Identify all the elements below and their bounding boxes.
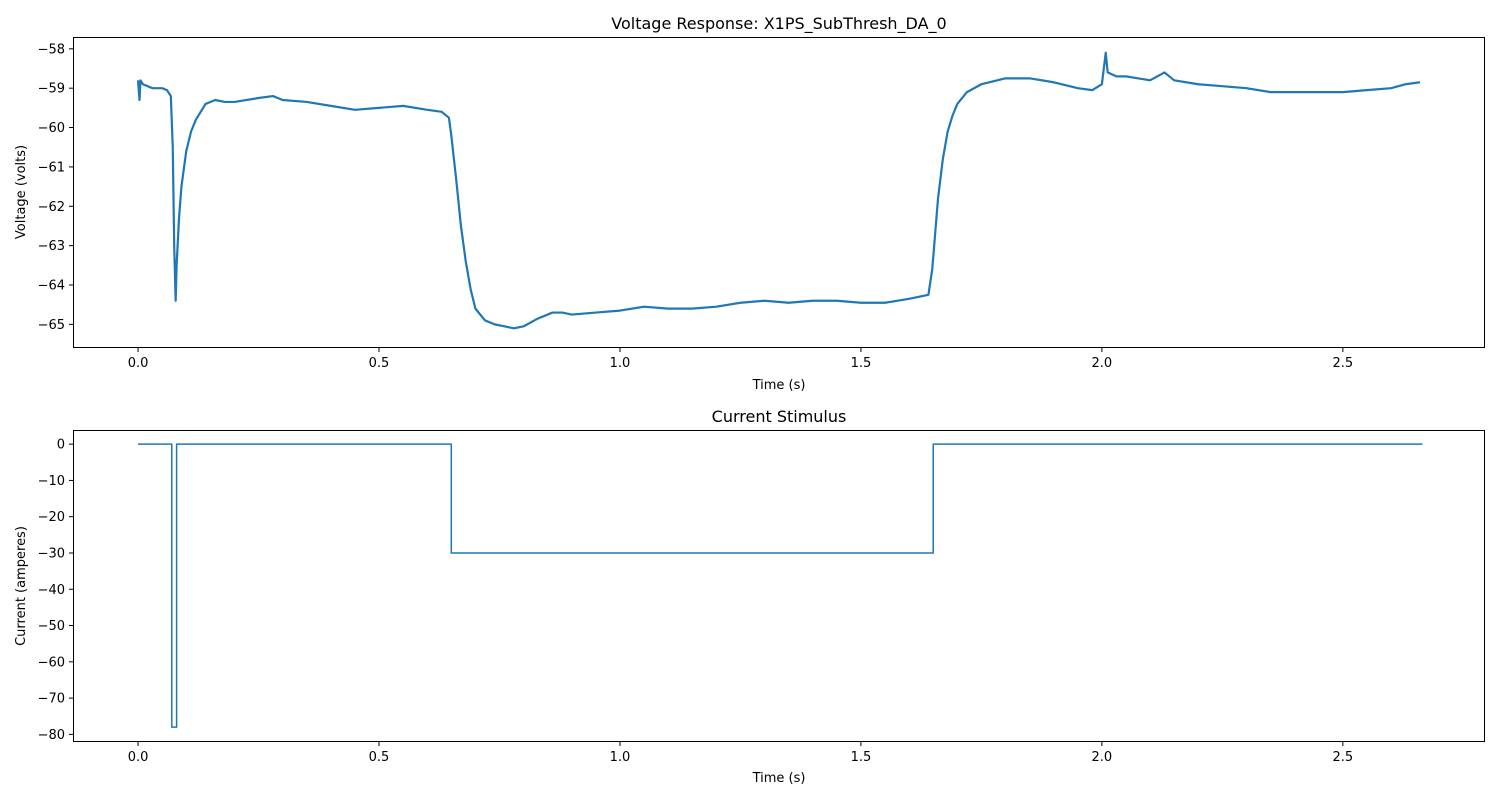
current-x-tick-label: 0.5 (369, 750, 390, 765)
current-y-tick-label: 0 (57, 438, 65, 453)
current-x-tick-label: 0.0 (128, 750, 149, 765)
current-title: Current Stimulus (712, 407, 847, 426)
current-x-tick-label: 1.5 (851, 750, 872, 765)
voltage-y-tick-label: −64 (38, 279, 65, 294)
voltage-y-tick-label: −58 (38, 42, 65, 57)
voltage-x-tick-label: 0.0 (128, 356, 149, 371)
current-y-tick-label: −50 (38, 619, 65, 634)
current-y-tick-label: −20 (38, 510, 65, 525)
voltage-y-ticks: −65 −64 −63 −62 −61 −60 −59 −58 (38, 42, 73, 333)
current-y-tick-label: −40 (38, 583, 65, 598)
current-y-tick-label: −70 (38, 692, 65, 707)
current-y-tick-label: −10 (38, 474, 65, 489)
current-series-layer (138, 443, 1423, 728)
voltage-x-axis-label: Time (s) (752, 378, 806, 393)
current-panel: Current Stimulus 0.0 0.5 1.0 1.5 2.0 2.5 −80−… (14, 407, 1485, 786)
voltage-panel: Voltage Response: X1PS_SubThresh_DA_0 0.… (14, 14, 1485, 393)
voltage-y-tick-label: −62 (38, 200, 65, 215)
voltage-y-tick-label: −61 (38, 160, 65, 175)
voltage-x-tick-label: 2.5 (1332, 356, 1353, 371)
current-x-tick-label: 1.0 (610, 750, 631, 765)
current-x-ticks: 0.0 0.5 1.0 1.5 2.0 2.5 (128, 742, 1353, 765)
voltage-trace-line (136, 51, 1421, 330)
current-y-ticks: −80 −70 −60 −50 −40 −30 −20 −10 0 (38, 438, 73, 743)
current-axes-frame (73, 430, 1485, 742)
voltage-x-tick-label: 1.0 (610, 356, 631, 371)
current-y-axis-label: Current (amperes) (14, 526, 29, 646)
voltage-x-tick-label: 0.5 (369, 356, 390, 371)
current-x-axis-label: Time (s) (752, 771, 806, 786)
current-trace-line (138, 443, 1423, 728)
current-plot-area (73, 430, 1485, 742)
voltage-x-tick-label: 2.0 (1092, 356, 1113, 371)
current-y-tick-label: −60 (38, 655, 65, 670)
voltage-y-tick-label: −60 (38, 121, 65, 136)
current-y-tick-label: −80 (38, 728, 65, 743)
voltage-title: Voltage Response: X1PS_SubThresh_DA_0 (611, 14, 946, 34)
current-x-tick-label: 2.5 (1332, 750, 1353, 765)
voltage-axes-frame (73, 37, 1485, 348)
voltage-x-ticks: 0.0 0.5 1.0 1.5 2.0 2.5 (128, 348, 1353, 371)
voltage-y-tick-label: −65 (38, 318, 65, 333)
current-y-tick-label: −30 (38, 546, 65, 561)
voltage-y-tick-label: −59 (38, 82, 65, 97)
voltage-y-axis-label: Voltage (volts) (14, 145, 29, 239)
voltage-series-layer (136, 51, 1421, 330)
voltage-x-tick-label: 1.5 (851, 356, 872, 371)
voltage-y-tick-label: −63 (38, 239, 65, 254)
current-x-tick-label: 2.0 (1092, 750, 1113, 765)
